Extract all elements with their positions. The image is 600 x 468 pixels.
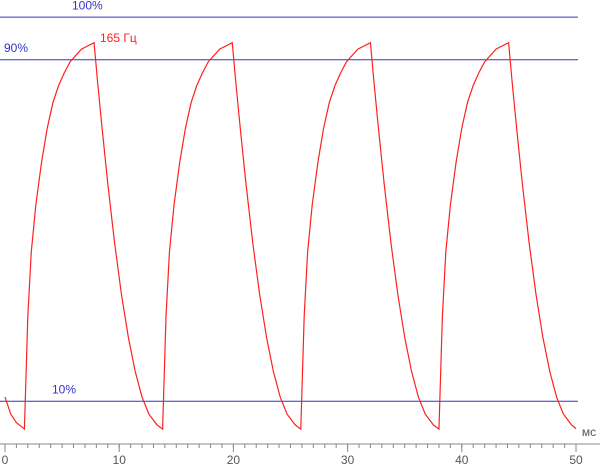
response-curve (4, 41, 577, 431)
x-tick-label: 30 (341, 453, 355, 467)
x-tick-label: 40 (455, 453, 469, 467)
x-tick-label: 50 (569, 453, 583, 467)
x-tick-label: 10 (113, 453, 127, 467)
reference-label: 90% (4, 41, 28, 55)
annotation: 165 Гц (100, 31, 137, 45)
reference-label: 100% (72, 0, 103, 12)
x-tick-label: 20 (227, 453, 241, 467)
x-tick-label: 0 (2, 453, 9, 467)
x-axis-label: мс (582, 425, 596, 439)
reference-label: 10% (52, 382, 76, 396)
